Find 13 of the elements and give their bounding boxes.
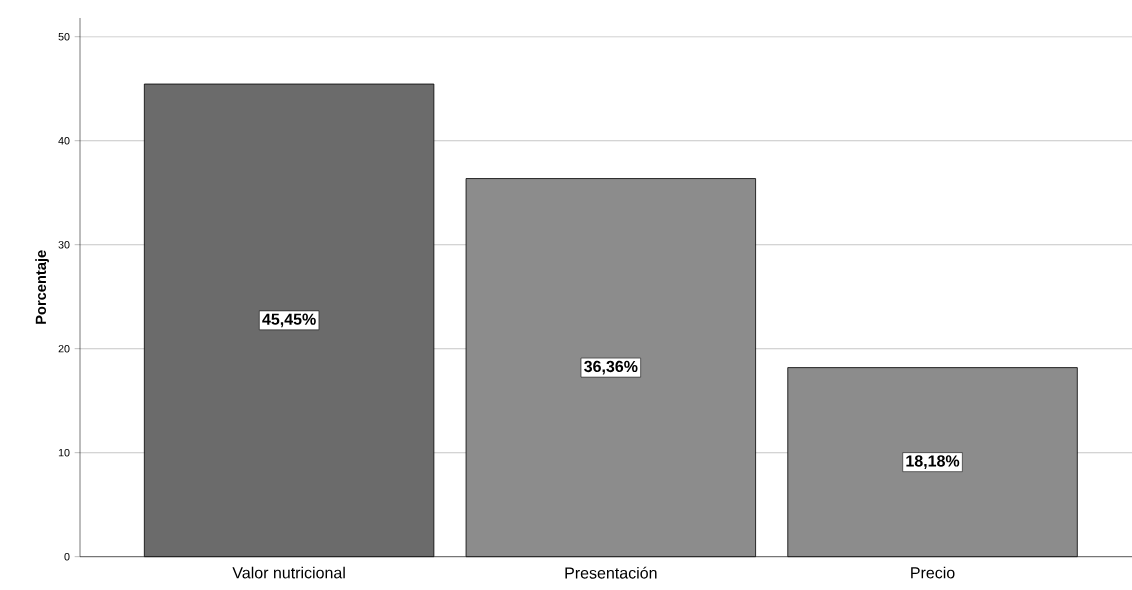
- y-tick-label: 10: [58, 448, 70, 457]
- x-tick-label: Presentación: [565, 566, 657, 579]
- y-tick-label: 40: [58, 136, 70, 145]
- data-label: 45,45%: [262, 313, 316, 328]
- y-tick-label: 0: [64, 552, 70, 561]
- x-tick-label: Valor nutricional: [232, 566, 345, 579]
- data-label: 18,18%: [906, 455, 960, 469]
- y-axis-title: Porcentaje: [35, 250, 49, 324]
- x-tick-label: Precio: [911, 566, 955, 579]
- y-tick-label: 50: [58, 32, 70, 41]
- data-label: 36,36%: [584, 360, 638, 375]
- y-tick-label: 30: [58, 240, 70, 249]
- y-tick-label: 20: [58, 344, 70, 353]
